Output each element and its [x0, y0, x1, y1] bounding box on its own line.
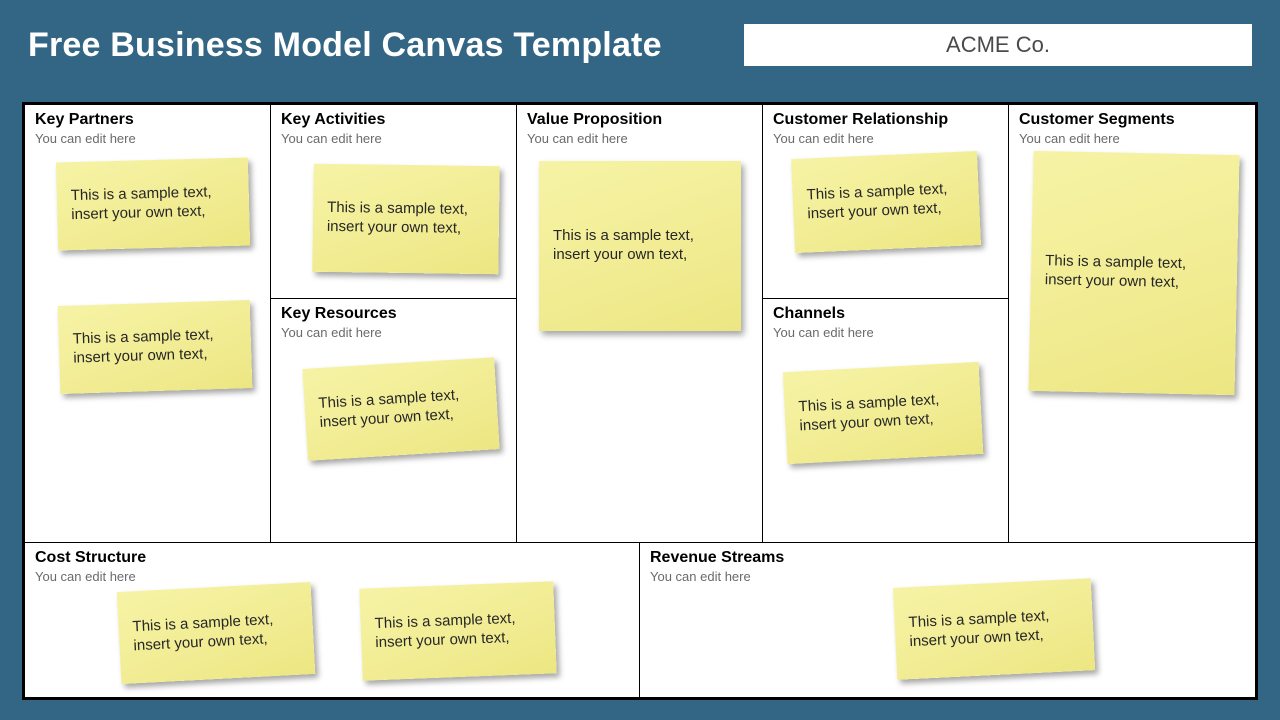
sticky-note-segments-1[interactable]: This is a sample text, insert your own t… [1029, 151, 1240, 395]
cell-subtext: You can edit here [1019, 131, 1245, 146]
cell-subtext: You can edit here [773, 325, 998, 340]
page-title: Free Business Model Canvas Template [28, 26, 662, 65]
sticky-note-text: This is a sample text, insert your own t… [908, 606, 1080, 652]
sticky-note-resources-1[interactable]: This is a sample text, insert your own t… [302, 357, 499, 461]
cell-heading: Key Activities [281, 111, 506, 129]
business-model-canvas: Key Partners You can edit here Key Activ… [22, 102, 1258, 700]
cell-heading: Cost Structure [35, 549, 629, 567]
sticky-note-text: This is a sample text, insert your own t… [553, 227, 727, 265]
sticky-note-revenue-1[interactable]: This is a sample text, insert your own t… [893, 578, 1095, 680]
sticky-note-value-1[interactable]: This is a sample text, insert your own t… [539, 161, 741, 331]
sticky-note-text: This is a sample text, insert your own t… [71, 183, 236, 225]
sticky-note-relation-1[interactable]: This is a sample text, insert your own t… [791, 151, 981, 253]
cell-subtext: You can edit here [650, 569, 1245, 584]
header: Free Business Model Canvas Template ACME… [0, 0, 1280, 82]
cell-subtext: You can edit here [35, 131, 260, 146]
sticky-note-text: This is a sample text, insert your own t… [132, 610, 300, 656]
company-name-box[interactable]: ACME Co. [744, 24, 1252, 66]
cell-heading: Customer Relationship [773, 111, 998, 129]
sticky-note-text: This is a sample text, insert your own t… [1045, 252, 1224, 293]
cell-subtext: You can edit here [773, 131, 998, 146]
sticky-note-activities-1[interactable]: This is a sample text, insert your own t… [312, 164, 499, 275]
cell-subtext: You can edit here [281, 325, 506, 340]
sticky-note-text: This is a sample text, insert your own t… [798, 390, 968, 436]
sticky-note-text: This is a sample text, insert your own t… [327, 199, 486, 239]
cell-heading: Key Partners [35, 111, 260, 129]
cell-subtext: You can edit here [281, 131, 506, 146]
sticky-note-channels-1[interactable]: This is a sample text, insert your own t… [783, 362, 984, 464]
sticky-note-text: This is a sample text, insert your own t… [72, 326, 237, 369]
cell-heading: Customer Segments [1019, 111, 1245, 129]
sticky-note-text: This is a sample text, insert your own t… [806, 180, 965, 224]
cell-heading: Key Resources [281, 305, 506, 323]
sticky-note-partners-2[interactable]: This is a sample text, insert your own t… [58, 300, 253, 394]
sticky-note-cost-1[interactable]: This is a sample text, insert your own t… [117, 582, 316, 684]
sticky-note-text: This is a sample text, insert your own t… [374, 609, 541, 653]
cell-subtext: You can edit here [527, 131, 752, 146]
cell-heading: Channels [773, 305, 998, 323]
cell-heading: Revenue Streams [650, 549, 1245, 567]
sticky-note-cost-2[interactable]: This is a sample text, insert your own t… [359, 581, 556, 680]
sticky-note-text: This is a sample text, insert your own t… [318, 385, 484, 432]
sticky-note-partners-1[interactable]: This is a sample text, insert your own t… [56, 158, 250, 251]
cell-heading: Value Proposition [527, 111, 752, 129]
